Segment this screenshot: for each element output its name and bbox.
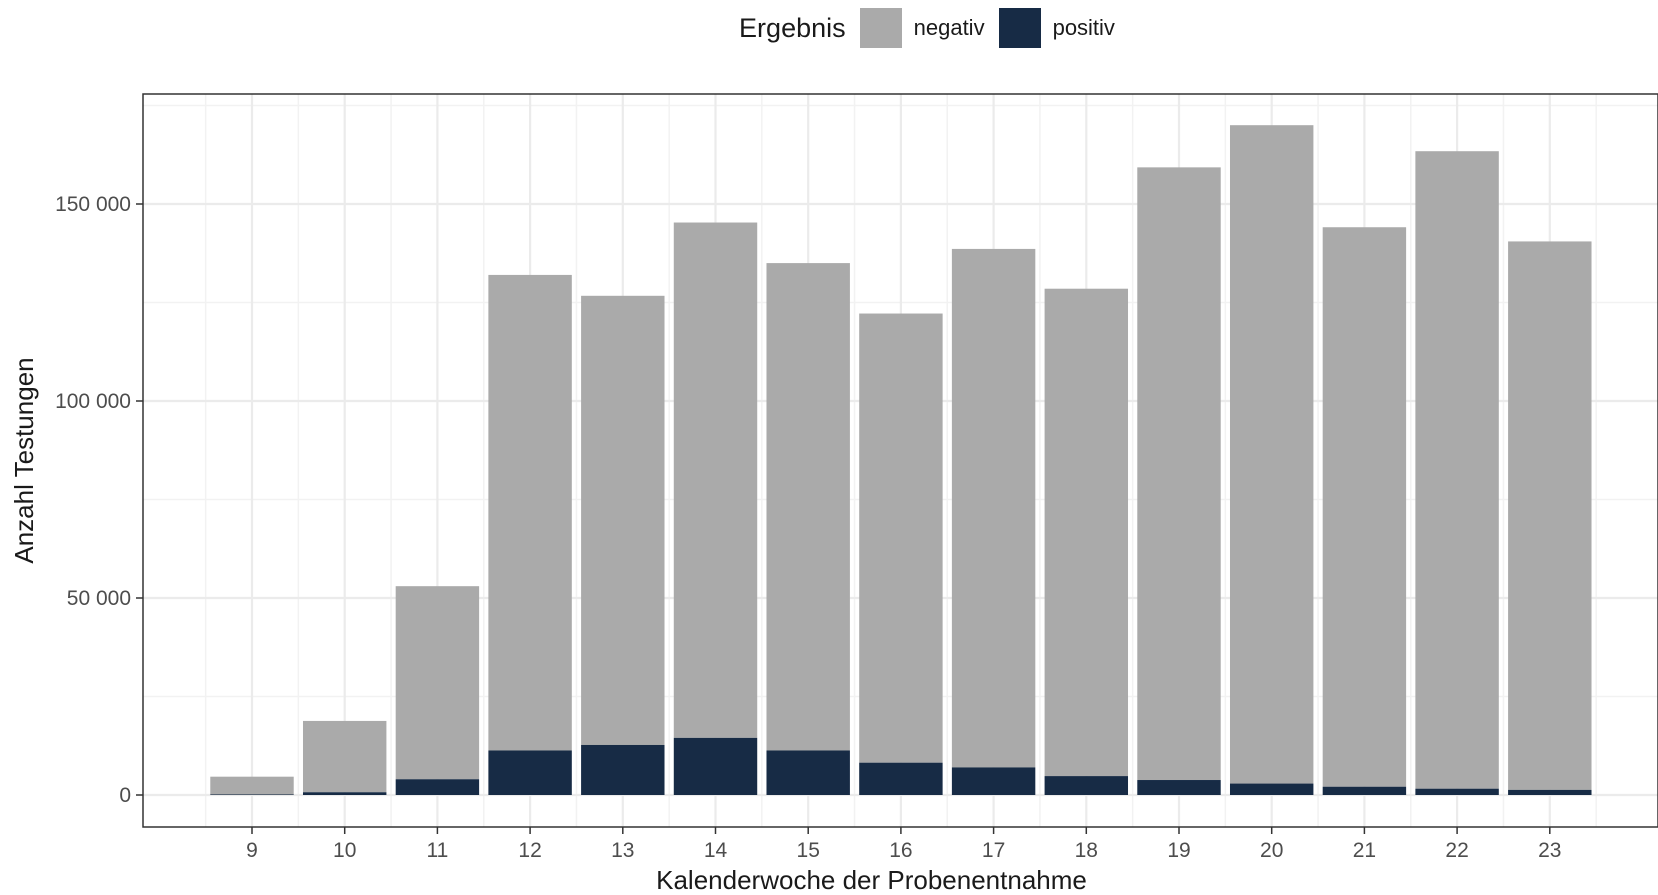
y-axis-title: Anzahl Testungen (9, 357, 39, 563)
legend-item-positiv: positiv (998, 8, 1115, 48)
x-tick-label: 14 (704, 839, 728, 862)
bar-positiv-kw18 (1044, 776, 1129, 795)
bar-negativ-kw17 (951, 248, 1036, 768)
bar-negativ-kw14 (673, 222, 758, 738)
x-tick-label: 13 (611, 839, 634, 862)
bar-positiv-kw17 (951, 767, 1036, 795)
x-tick-label: 11 (426, 839, 448, 862)
bar-negativ-kw13 (581, 295, 665, 745)
bar-negativ-kw16 (859, 313, 943, 763)
y-tick-label: 100 000 (55, 390, 131, 413)
bar-negativ-kw12 (488, 274, 572, 751)
x-tick-label: 15 (797, 839, 820, 862)
bar-positiv-kw13 (581, 744, 665, 795)
bar-positiv-kw19 (1137, 780, 1221, 795)
legend-label-positiv: positiv (1052, 15, 1115, 40)
y-tick-label: 150 000 (55, 193, 131, 216)
bar-positiv-kw12 (488, 750, 572, 795)
legend-swatch-positiv (998, 8, 1041, 48)
bar-positiv-kw15 (766, 750, 850, 795)
bar-positiv-kw11 (395, 779, 480, 795)
bar-positiv-kw20 (1229, 783, 1314, 795)
x-tick-label: 17 (982, 839, 1005, 862)
bar-negativ-kw18 (1044, 288, 1129, 777)
x-tick-label: 21 (1353, 839, 1376, 862)
x-tick-label: 12 (518, 839, 541, 862)
x-tick-label: 18 (1075, 839, 1098, 862)
bar-negativ-kw23 (1508, 241, 1592, 790)
bar-negativ-kw15 (766, 263, 850, 751)
y-tick-label: 0 (119, 784, 131, 807)
legend-swatch-negativ (859, 8, 902, 48)
legend-label-negativ: negativ (913, 15, 985, 40)
bar-positiv-kw23 (1508, 789, 1592, 795)
bar-negativ-kw19 (1137, 167, 1221, 781)
x-tick-label: 16 (889, 839, 912, 862)
y-tick-label: 50 000 (67, 587, 131, 610)
x-tick-label: 23 (1538, 839, 1561, 862)
bar-positiv-kw14 (673, 737, 758, 795)
x-tick-label: 10 (333, 839, 356, 862)
bar-negativ-kw21 (1322, 227, 1407, 787)
legend: Ergebnis negativ positiv (0, 6, 1658, 50)
x-tick-label: 20 (1260, 839, 1283, 862)
x-tick-label: 19 (1167, 839, 1190, 862)
bar-negativ-kw20 (1229, 125, 1314, 784)
bar-positiv-kw9 (210, 794, 294, 795)
legend-title: Ergebnis (739, 12, 846, 43)
bar-negativ-kw9 (210, 776, 294, 795)
x-axis-title: Kalenderwoche der Probenentnahme (656, 865, 1087, 895)
bar-negativ-kw22 (1415, 151, 1499, 789)
x-tick-label: 9 (246, 839, 258, 862)
bar-negativ-kw11 (395, 586, 480, 780)
bar-positiv-kw21 (1322, 786, 1407, 795)
bar-positiv-kw22 (1415, 788, 1499, 795)
bar-positiv-kw10 (302, 792, 387, 795)
x-tick-label: 22 (1445, 839, 1468, 862)
bar-positiv-kw16 (859, 762, 943, 795)
legend-item-negativ: negativ (859, 8, 985, 48)
bar-negativ-kw10 (302, 720, 387, 793)
